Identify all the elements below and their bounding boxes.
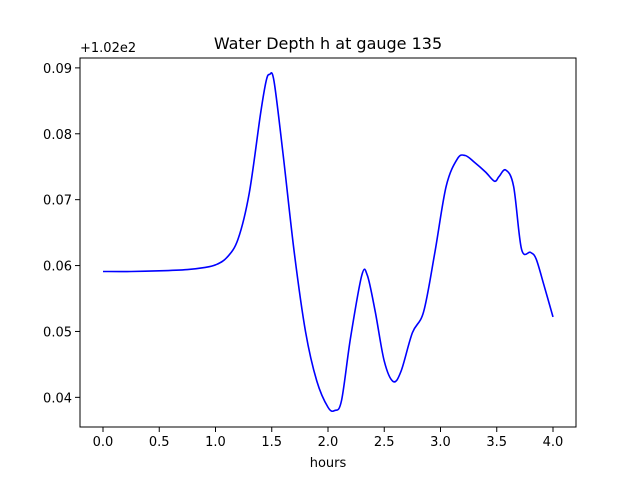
plot-frame [79, 57, 577, 428]
y-tick-label: 0.09 [43, 62, 72, 77]
x-tick-label: 3.5 [486, 435, 507, 450]
y-tick-label: 0.06 [43, 260, 72, 275]
y-offset-label: +1.02e2 [80, 41, 136, 56]
x-tick-label: 1.0 [205, 435, 226, 450]
chart-title: Water Depth h at gauge 135 [214, 34, 442, 53]
x-tick-label: 1.5 [261, 435, 282, 450]
x-tick-label: 0.0 [93, 435, 114, 450]
x-tick-label: 2.5 [374, 435, 395, 450]
x-tick-label: 2.0 [318, 435, 339, 450]
y-tick-label: 0.07 [43, 194, 72, 209]
x-axis-label: hours [310, 456, 347, 471]
axis-ticks: 0.0 0.5 1.0 1.5 2.0 2.5 3.0 3.5 4.0 0.04 0.05 0.06 0… [43, 62, 563, 450]
y-tick-label: 0.05 [43, 325, 72, 340]
x-tick-label: 3.0 [430, 435, 451, 450]
x-tick-label: 4.0 [543, 435, 564, 450]
water-depth-line [102, 72, 554, 413]
y-tick-label: 0.04 [43, 391, 72, 406]
y-tick-label: 0.08 [43, 128, 72, 143]
series-group [102, 72, 554, 413]
x-tick-label: 0.5 [149, 435, 170, 450]
